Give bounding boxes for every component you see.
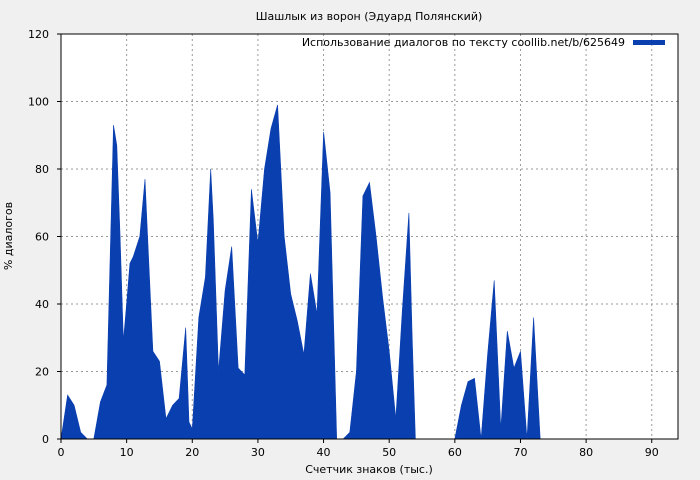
y-tick-label: 80 — [35, 163, 49, 176]
x-tick-label: 10 — [120, 446, 134, 459]
x-tick-label: 30 — [251, 446, 265, 459]
y-tick-label: 100 — [28, 96, 49, 109]
y-axis-label: % диалогов — [2, 202, 15, 270]
x-tick-label: 50 — [382, 446, 396, 459]
x-tick-label: 40 — [317, 446, 331, 459]
legend-swatch — [633, 40, 665, 45]
x-tick-label: 60 — [448, 446, 462, 459]
y-tick-label: 120 — [28, 28, 49, 41]
y-tick-label: 40 — [35, 298, 49, 311]
legend: Использование диалогов по тексту coollib… — [302, 36, 665, 49]
x-tick-label: 80 — [579, 446, 593, 459]
x-tick-label: 70 — [513, 446, 527, 459]
chart-title: Шашлык из ворон (Эдуард Полянский) — [256, 10, 483, 23]
y-tick-label: 60 — [35, 231, 49, 244]
y-tick-label: 20 — [35, 366, 49, 379]
x-tick-label: 90 — [645, 446, 659, 459]
x-axis-ticks: 0 10 20 30 40 50 60 70 80 90 — [58, 439, 659, 459]
y-tick-label: 0 — [42, 433, 49, 446]
y-axis-ticks: 0 20 40 60 80 100 120 — [28, 28, 61, 446]
x-axis-label: Счетчик знаков (тыс.) — [305, 463, 433, 476]
x-tick-label: 20 — [185, 446, 199, 459]
legend-label: Использование диалогов по тексту coollib… — [302, 36, 625, 49]
x-tick-label: 0 — [58, 446, 65, 459]
